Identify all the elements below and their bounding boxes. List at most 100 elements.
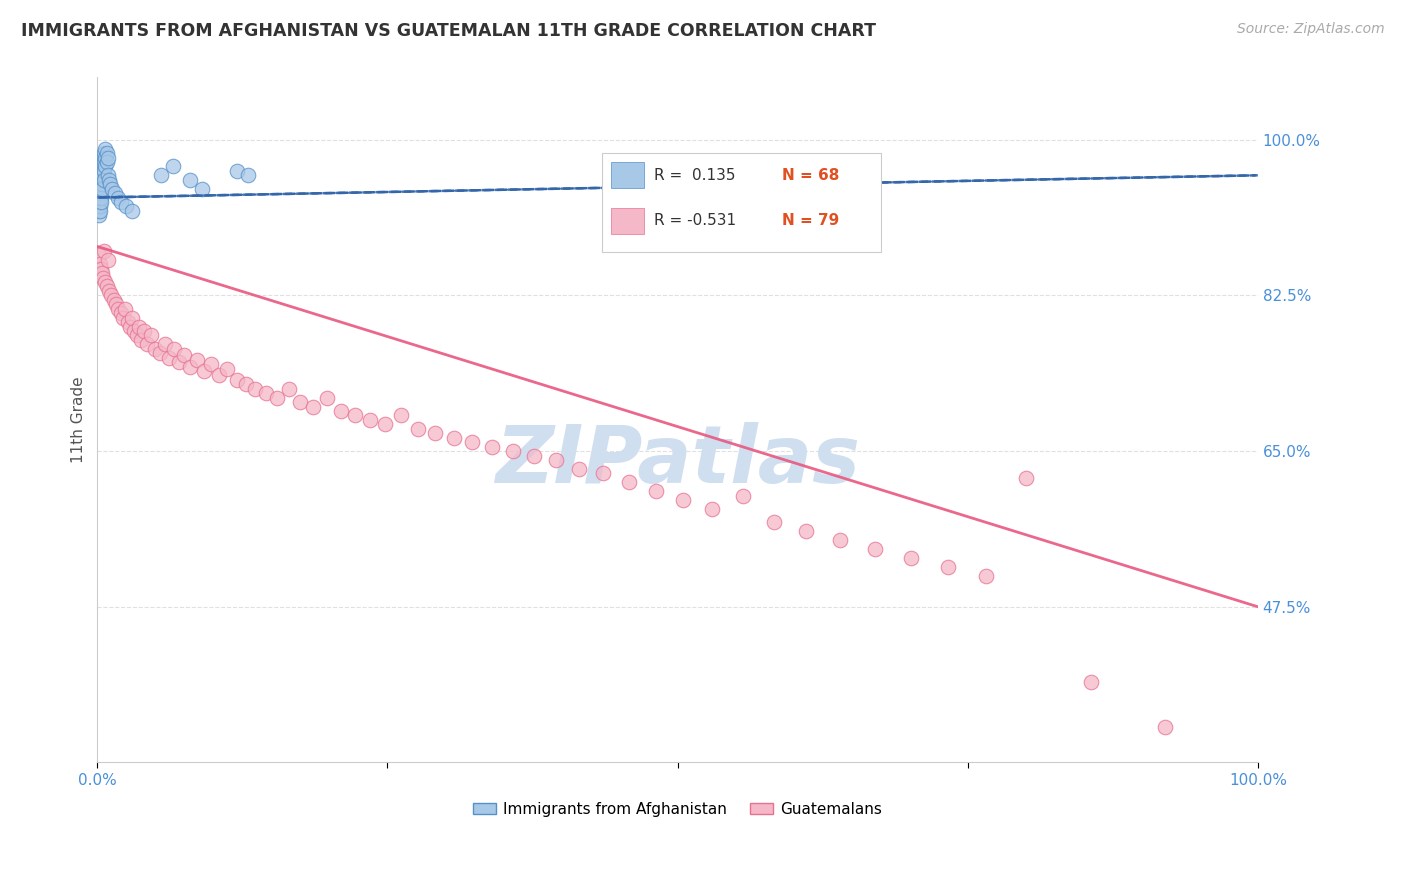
Point [762, 515, 785, 529]
Point [96, 155, 118, 169]
Point [225, 164, 247, 178]
Point [124, 324, 146, 338]
Text: Source: ZipAtlas.com: Source: ZipAtlas.com [1237, 22, 1385, 37]
Point [91, 169, 114, 183]
Point [179, 173, 201, 187]
Point [145, 342, 167, 356]
Point [91, 155, 114, 169]
Point [87, 181, 110, 195]
Point [91, 266, 114, 280]
Point [104, 186, 127, 200]
Point [128, 319, 150, 334]
Point [115, 199, 138, 213]
Point [153, 337, 176, 351]
Text: N = 68: N = 68 [782, 168, 839, 183]
Point [93, 146, 115, 161]
Point [91, 164, 114, 178]
Point [617, 475, 640, 490]
Point [87, 248, 110, 262]
Point [90, 173, 112, 187]
Point [87, 194, 110, 209]
Point [100, 288, 122, 302]
Point [110, 306, 132, 320]
Point [89, 177, 111, 191]
Point [217, 362, 239, 376]
Point [316, 391, 339, 405]
Point [93, 244, 115, 258]
Point [97, 284, 120, 298]
Point [97, 169, 120, 183]
Point [90, 160, 112, 174]
Point [91, 160, 114, 174]
Point [101, 181, 124, 195]
Point [89, 164, 111, 178]
Point [121, 310, 143, 325]
Point [139, 328, 162, 343]
Point [91, 177, 114, 191]
Point [97, 151, 120, 165]
Point [91, 164, 114, 178]
Point [107, 301, 129, 316]
Point [121, 203, 143, 218]
FancyBboxPatch shape [612, 208, 644, 234]
Point [90, 181, 112, 195]
Point [290, 395, 312, 409]
Point [179, 359, 201, 374]
Point [672, 493, 695, 508]
Point [150, 169, 173, 183]
Point [191, 181, 214, 195]
Point [592, 467, 614, 481]
Y-axis label: 11th Grade: 11th Grade [72, 376, 86, 463]
Point [90, 261, 112, 276]
Point [225, 373, 247, 387]
Point [87, 169, 110, 183]
Point [89, 190, 111, 204]
Point [481, 440, 503, 454]
Point [110, 194, 132, 209]
Legend: Immigrants from Afghanistan, Guatemalans: Immigrants from Afghanistan, Guatemalans [467, 796, 889, 823]
FancyBboxPatch shape [612, 162, 644, 188]
Point [87, 208, 110, 222]
Point [173, 348, 195, 362]
Point [193, 364, 215, 378]
Point [208, 368, 231, 383]
Point [186, 353, 208, 368]
Point [89, 181, 111, 195]
Point [87, 177, 110, 191]
Point [1154, 720, 1177, 734]
Point [266, 391, 288, 405]
Point [93, 155, 115, 169]
Point [406, 422, 429, 436]
Point [302, 400, 325, 414]
Point [90, 190, 112, 204]
Text: IMMIGRANTS FROM AFGHANISTAN VS GUATEMALAN 11TH GRADE CORRELATION CHART: IMMIGRANTS FROM AFGHANISTAN VS GUATEMALA… [21, 22, 876, 40]
Text: R = -0.531: R = -0.531 [654, 213, 737, 228]
Point [900, 550, 922, 565]
Point [93, 173, 115, 187]
Point [98, 177, 121, 191]
Point [91, 160, 114, 174]
Point [111, 310, 134, 325]
Point [828, 533, 851, 547]
Point [702, 502, 724, 516]
Point [90, 169, 112, 183]
Point [91, 181, 114, 195]
Point [157, 351, 180, 365]
Point [731, 489, 754, 503]
Point [87, 173, 110, 187]
Point [277, 382, 299, 396]
Point [125, 328, 148, 343]
Point [374, 417, 396, 432]
Point [104, 297, 127, 311]
Point [644, 484, 666, 499]
Point [90, 186, 112, 200]
Point [863, 541, 886, 556]
Text: ZIPatlas: ZIPatlas [495, 422, 860, 500]
Point [90, 164, 112, 178]
Point [1015, 471, 1038, 485]
Text: N = 79: N = 79 [782, 213, 839, 228]
Point [91, 270, 114, 285]
Point [343, 409, 366, 423]
Point [796, 524, 818, 538]
Text: R =  0.135: R = 0.135 [654, 168, 735, 183]
